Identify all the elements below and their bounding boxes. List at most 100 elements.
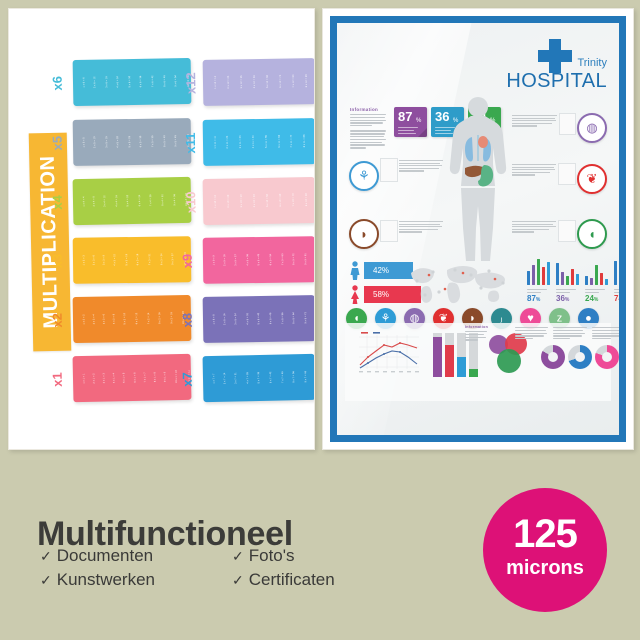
stat-badge-unit: %: [453, 118, 459, 124]
bar-percent-unit: %: [593, 297, 599, 303]
equation-column: 4 x 6 = 24: [116, 76, 119, 88]
callout-text-stomach: [512, 221, 557, 234]
equation: 4 x 2 = 8: [112, 314, 116, 325]
equation-grid: 1 x 10 = 10 2 x 10 = 20 3 x 10 = 30 4 x 10 …: [208, 183, 309, 220]
bar-group-caption: [585, 289, 605, 295]
multiplication-table-x4: x4 1 x 4 = 4 2 x 4 = 8 3 x 4 = 12 4 x 4 = 16…: [50, 176, 214, 226]
mini-bar-chart-2: [558, 220, 576, 242]
equation: 4 x 10 = 40: [252, 194, 256, 208]
equation-column: 1 x 4 = 4: [82, 197, 85, 207]
equation-column: 9 x 7 = 63: [304, 371, 307, 383]
equation-column: 4 x 7 = 28: [246, 372, 249, 384]
equation: 8 x 2 = 16: [158, 312, 162, 325]
equation: 9 x 7 = 63: [303, 371, 308, 383]
equation-column: 9 x 2 = 18: [170, 312, 173, 324]
equation: 1 x 10 = 10: [213, 195, 217, 209]
bar-percent-24: 24%: [585, 294, 598, 303]
multiplication-poster: MULTIPLICATION x6 1 x 6 = 6 2 x 6 = 12 3 x …: [8, 8, 315, 450]
gender-percent: 58%: [373, 290, 390, 299]
posters-area: MULTIPLICATION x6 1 x 6 = 6 2 x 6 = 12 3 x …: [8, 8, 634, 450]
multiplication-table-x1: x1 1 x 1 = 1 2 x 1 = 2 3 x 1 = 3 4 x 1 = 4 5 …: [50, 353, 204, 403]
bar-group-87: [527, 255, 553, 285]
equation-column: 4 x 2 = 8: [113, 314, 116, 324]
equation: 5 x 3 = 15: [125, 254, 129, 266]
bar-group-caption: [527, 289, 547, 295]
equation-column: 1 x 8 = 8: [212, 315, 215, 325]
equation: 6 x 2 = 12: [135, 313, 139, 325]
equation: 8 x 8 = 64: [292, 312, 296, 325]
lungs-icon: ⚘: [349, 161, 379, 191]
microns-label: microns: [506, 557, 584, 579]
heart-icon: ❦: [577, 164, 607, 194]
multiplication-table-x3: x3 1 x 3 = 3 2 x 3 = 6 3 x 3 = 9 4 x 3 = 12 5…: [50, 236, 213, 284]
equation: 1 x 6 = 6: [82, 77, 86, 88]
equation-column: 7 x 12 = 84: [291, 75, 294, 88]
equation-column: 9 x 5 = 45: [174, 135, 177, 147]
equation-column: 9 x 9 = 81: [304, 254, 307, 266]
equation-column: 4 x 12 = 48: [252, 76, 255, 89]
equation-column: 2 x 10 = 20: [226, 195, 229, 208]
equation: 1 x 5 = 5: [82, 137, 86, 148]
bar: [527, 271, 531, 285]
feature-label: Foto's: [248, 546, 295, 565]
information-heading: Information: [350, 107, 379, 112]
equation-column: 7 x 8 = 56: [281, 313, 284, 325]
bar: [576, 274, 580, 285]
equation: 8 x 5 = 40: [162, 135, 166, 148]
multiplication-table-x7: x7 1 x 7 = 7 2 x 7 = 14 3 x 7 = 21 4 x 7 = 2…: [180, 353, 314, 403]
icon-glyph: ◗: [469, 312, 476, 324]
equation: 2 x 3 = 6: [92, 255, 96, 266]
multiplication-table-label: x7: [179, 372, 195, 387]
feature-certificaten: ✓ Certificaten: [232, 570, 335, 590]
bar-group-caption: [556, 289, 576, 295]
bar-percent-value: 74: [614, 294, 619, 303]
bar: [556, 263, 560, 285]
equation-column: 2 x 6 = 12: [93, 77, 96, 89]
equation-column: 5 x 8 = 40: [258, 313, 261, 325]
equation-column: 1 x 11 = 11: [213, 136, 216, 149]
world-map: [411, 266, 505, 304]
gender-bar-42%: 42%: [364, 262, 413, 279]
equation-column: 1 x 6 = 6: [82, 78, 85, 88]
bar-percent-unit: %: [535, 297, 541, 303]
equation: 6 x 1 = 6: [132, 372, 137, 384]
equation: 6 x 8 = 48: [269, 312, 273, 325]
bar: [566, 276, 570, 285]
equation: 6 x 5 = 30: [139, 136, 143, 148]
bar-group-caption: [614, 289, 619, 295]
equation-column: 8 x 9 = 72: [292, 254, 295, 266]
equation-column: 9 x 6 = 54: [174, 75, 177, 87]
equation: 2 x 1 = 2: [92, 373, 96, 384]
multiplication-table-x6: x6 1 x 6 = 6 2 x 6 = 12 3 x 6 = 18 4 x 6 = 2…: [50, 57, 215, 107]
equation-column: 1 x 2 = 2: [82, 315, 85, 325]
equation: 5 x 6 = 30: [127, 76, 132, 88]
icon-glyph: ❦: [438, 312, 449, 324]
microns-badge: 125 microns: [483, 488, 607, 612]
equation: 8 x 1 = 8: [153, 372, 157, 383]
equation: 3 x 4 = 12: [103, 195, 107, 208]
equation: 11 x 3 = 33: [196, 252, 200, 266]
equation: 8 x 3 = 24: [159, 253, 163, 266]
stomach-icon: ◖: [577, 219, 607, 249]
equation: 7 x 8 = 56: [280, 312, 284, 325]
equation: 6 x 3 = 18: [136, 254, 140, 266]
equation: 2 x 4 = 8: [92, 196, 96, 207]
equation-column: 5 x 12 = 60: [265, 75, 268, 88]
equation: 6 x 9 = 54: [269, 254, 273, 266]
bar-group-36: [556, 255, 582, 285]
equation: 5 x 11 = 55: [264, 135, 268, 149]
equation: 2 x 7 = 14: [222, 372, 227, 385]
equation-grid: 1 x 3 = 3 2 x 3 = 6 3 x 3 = 9 4 x 3 = 12 5 x…: [79, 242, 212, 278]
equation: 2 x 8 = 16: [222, 313, 227, 326]
bar: [561, 272, 565, 285]
line-chart: [359, 332, 419, 373]
equation: 3 x 11 = 33: [238, 135, 242, 149]
equation-column: 3 x 2 = 6: [103, 314, 106, 324]
equation-grid: 1 x 11 = 11 2 x 11 = 22 3 x 11 = 33 4 x 11 …: [208, 124, 309, 161]
feature-label: Kunstwerken: [56, 570, 156, 589]
bottom-info-bar: Multifunctioneel ✓ Documenten ✓ Kunstwerke…: [0, 460, 640, 640]
equation-column: 9 x 3 = 27: [171, 254, 174, 266]
liver-icon: ◗: [349, 219, 379, 249]
equation: 1 x 1 = 1: [82, 373, 86, 385]
